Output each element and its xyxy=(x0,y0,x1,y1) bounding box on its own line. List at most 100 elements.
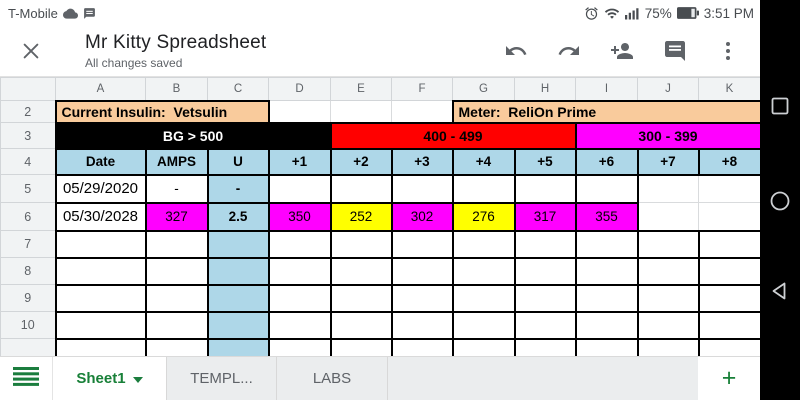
row-header-2[interactable]: 2 xyxy=(0,100,56,123)
cell-B7[interactable] xyxy=(144,229,209,259)
cell-D7[interactable] xyxy=(267,229,332,259)
tab-template[interactable]: TEMPL... xyxy=(166,357,277,400)
cell-K7[interactable] xyxy=(697,229,760,259)
column-header-H[interactable]: H xyxy=(514,77,576,101)
cell-K6[interactable] xyxy=(698,202,760,231)
cell-B9[interactable] xyxy=(144,283,209,313)
cell-C8[interactable] xyxy=(206,256,270,286)
cell-H10[interactable] xyxy=(513,310,577,340)
cell-D9[interactable] xyxy=(267,283,332,313)
cell-bg-over-500-banner[interactable]: BG > 500 xyxy=(54,121,332,150)
cell-B5[interactable]: - xyxy=(144,173,209,204)
cell-C10[interactable] xyxy=(206,310,270,340)
cell-E10[interactable] xyxy=(329,310,393,340)
cell-header-plus6[interactable]: +6 xyxy=(574,147,639,176)
tab-sheet1[interactable]: Sheet1 xyxy=(53,357,166,400)
cell-C11[interactable] xyxy=(206,337,270,356)
cell-D5[interactable] xyxy=(267,173,332,204)
cell-D11[interactable] xyxy=(267,337,332,356)
cell-header-amps[interactable]: AMPS xyxy=(144,147,209,176)
cell-G5[interactable] xyxy=(451,173,516,204)
cell-G8[interactable] xyxy=(451,256,516,286)
cell-J9[interactable] xyxy=(636,283,700,313)
cell-header-u[interactable]: U xyxy=(206,147,270,176)
close-icon[interactable] xyxy=(20,40,44,64)
cell-A5[interactable]: 05/29/2020 xyxy=(54,173,147,204)
cell-header-plus2[interactable]: +2 xyxy=(329,147,393,176)
cell-C5[interactable]: - xyxy=(206,173,270,204)
cell-H5[interactable] xyxy=(513,173,577,204)
cell-D2[interactable] xyxy=(268,100,331,123)
cell-G9[interactable] xyxy=(451,283,516,313)
cell-A6[interactable]: 05/30/2028 xyxy=(54,201,147,232)
cell-J7[interactable] xyxy=(636,229,700,259)
row-header-8[interactable]: 8 xyxy=(0,257,56,285)
cell-insulin-banner[interactable]: Current Insulin: Vetsulin xyxy=(54,99,270,124)
cell-bg-400-499-banner[interactable]: 400 - 499 xyxy=(329,121,577,150)
column-header-E[interactable]: E xyxy=(330,77,392,101)
row-header-5[interactable]: 5 xyxy=(0,174,56,203)
column-header-D[interactable]: D xyxy=(268,77,331,101)
column-header-A[interactable]: A xyxy=(55,77,146,101)
cell-D6[interactable]: 350 xyxy=(267,201,332,232)
cell-I5[interactable] xyxy=(574,173,639,204)
cell-J5[interactable] xyxy=(637,173,699,203)
cell-K10[interactable] xyxy=(697,310,760,340)
cell-F7[interactable] xyxy=(390,229,454,259)
cell-E11[interactable] xyxy=(329,337,393,356)
cell-G6[interactable]: 276 xyxy=(451,201,516,232)
comment-icon[interactable] xyxy=(663,39,687,63)
overflow-menu-icon[interactable] xyxy=(716,39,740,63)
cell-A7[interactable] xyxy=(54,229,147,259)
column-header-J[interactable]: J xyxy=(637,77,699,101)
cell-I7[interactable] xyxy=(574,229,639,259)
cell-header-plus5[interactable]: +5 xyxy=(513,147,577,176)
cell-A10[interactable] xyxy=(54,310,147,340)
home-circle-icon[interactable] xyxy=(769,190,791,217)
column-header-I[interactable]: I xyxy=(575,77,638,101)
cell-J6[interactable] xyxy=(637,202,699,231)
cell-I10[interactable] xyxy=(574,310,639,340)
cell-J11[interactable] xyxy=(636,337,700,356)
cell-C6[interactable]: 2.5 xyxy=(206,201,270,232)
cell-F5[interactable] xyxy=(390,173,454,204)
cell-H9[interactable] xyxy=(513,283,577,313)
cell-K9[interactable] xyxy=(697,283,760,313)
cell-H11[interactable] xyxy=(513,337,577,356)
cell-E6[interactable]: 252 xyxy=(329,201,393,232)
row-header-4[interactable]: 4 xyxy=(0,148,56,175)
row-header-6[interactable]: 6 xyxy=(0,202,56,231)
cell-H6[interactable]: 317 xyxy=(513,201,577,232)
cell-D8[interactable] xyxy=(267,256,332,286)
row-header-9[interactable]: 9 xyxy=(0,284,56,312)
cell-J8[interactable] xyxy=(636,256,700,286)
undo-icon[interactable] xyxy=(504,39,528,63)
cell-F8[interactable] xyxy=(390,256,454,286)
column-header-F[interactable]: F xyxy=(391,77,453,101)
cell-A11[interactable] xyxy=(54,337,147,356)
cell-D10[interactable] xyxy=(267,310,332,340)
row-header-3[interactable]: 3 xyxy=(0,122,56,149)
cell-A9[interactable] xyxy=(54,283,147,313)
column-header-K[interactable]: K xyxy=(698,77,760,101)
cell-I9[interactable] xyxy=(574,283,639,313)
cell-header-date[interactable]: Date xyxy=(54,147,147,176)
cell-E2[interactable] xyxy=(330,100,392,123)
cell-K11[interactable] xyxy=(697,337,760,356)
cell-G7[interactable] xyxy=(451,229,516,259)
cell-header-plus1[interactable]: +1 xyxy=(267,147,332,176)
cell-K5[interactable] xyxy=(698,173,760,203)
cell-K8[interactable] xyxy=(697,256,760,286)
add-sheet-button[interactable]: + xyxy=(698,357,760,400)
cell-F6[interactable]: 302 xyxy=(390,201,454,232)
cell-bg-300-399-banner[interactable]: 300 - 399 xyxy=(574,121,760,150)
redo-icon[interactable] xyxy=(557,39,581,63)
cell-B10[interactable] xyxy=(144,310,209,340)
select-all-corner[interactable] xyxy=(0,77,56,101)
cell-I11[interactable] xyxy=(574,337,639,356)
cell-I6[interactable]: 355 xyxy=(574,201,639,232)
cell-I8[interactable] xyxy=(574,256,639,286)
row-header-11[interactable] xyxy=(0,338,56,356)
cell-F2[interactable] xyxy=(391,100,453,123)
row-header-7[interactable]: 7 xyxy=(0,230,56,258)
